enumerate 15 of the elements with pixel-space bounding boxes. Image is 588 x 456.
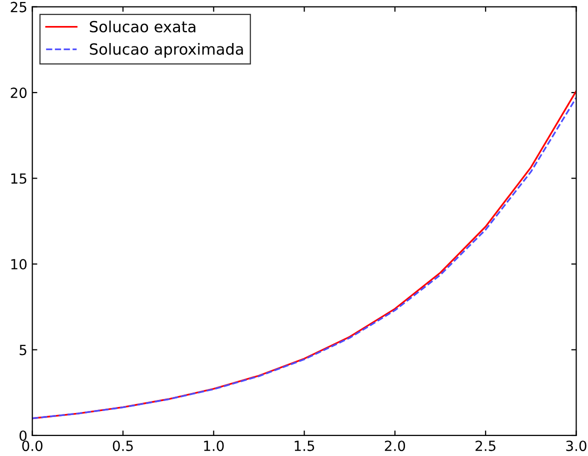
x-tick-label: 1.5 (294, 440, 314, 452)
y-tick-label: 25 (10, 2, 26, 12)
x-tick-label: 2.0 (384, 440, 406, 452)
y-tick-label: 10 (11, 258, 27, 270)
y-tick-label: 5 (20, 344, 26, 356)
y-tick-label: 0 (20, 430, 27, 441)
legend-label: Solucao exata (90, 20, 196, 32)
x-tick-label: 1.0 (204, 440, 224, 452)
x-tick-label: 3.0 (566, 440, 586, 452)
x-tick-label: 0.0 (22, 440, 42, 452)
x-tick-label: 0.5 (112, 440, 133, 452)
y-tick-label: 15 (11, 173, 26, 184)
legend-label: Solucao aproximada (90, 43, 243, 58)
x-tick-label: 2.5 (476, 440, 496, 452)
y-tick-label: 20 (10, 88, 27, 98)
